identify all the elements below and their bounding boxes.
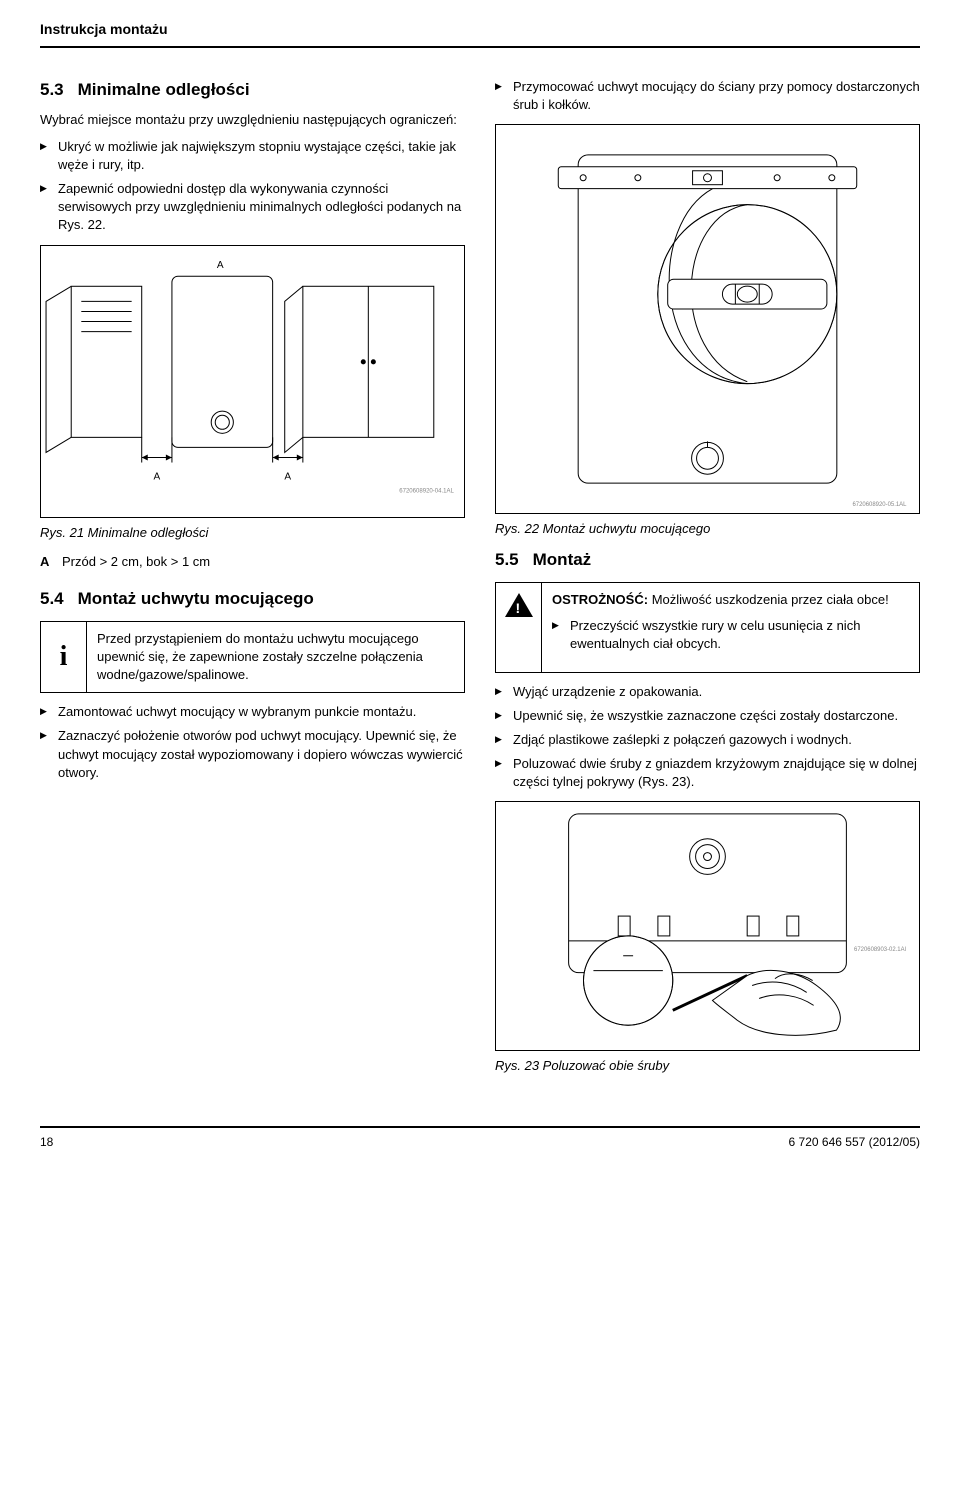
list-item: Przymocować uchwyt mocujący do ściany pr…: [495, 78, 920, 114]
section-5-3-title: Minimalne odległości: [78, 80, 250, 99]
list-item: Przeczyścić wszystkie rury w celu usunię…: [552, 617, 909, 653]
list-item: Poluzować dwie śruby z gniazdem krzyżowy…: [495, 755, 920, 791]
section-5-5-heading: 5.5 Montaż: [495, 548, 920, 572]
svg-text:A: A: [153, 471, 160, 482]
figure-22-code: 6720608920-05.1AL: [853, 502, 908, 508]
doc-number: 6 720 646 557 (2012/05): [789, 1134, 920, 1151]
header-title: Instrukcja montażu: [40, 21, 168, 37]
warning-box: OSTROŻNOŚĆ: Możliwość uszkodzenia przez …: [495, 582, 920, 673]
warning-list: Przeczyścić wszystkie rury w celu usunię…: [552, 617, 909, 653]
page-footer: 18 6 720 646 557 (2012/05): [40, 1126, 920, 1151]
figure-21-code: 6720608920-04.1AL: [399, 488, 454, 494]
info-box: i Przed przystąpieniem do montażu uchwyt…: [40, 621, 465, 694]
section-5-3-intro: Wybrać miejsce montażu przy uwzględnieni…: [40, 111, 465, 129]
section-5-3-heading: 5.3 Minimalne odległości: [40, 78, 465, 102]
main-columns: 5.3 Minimalne odległości Wybrać miejsce m…: [40, 78, 920, 1086]
section-5-4-list: Zamontować uchwyt mocujący w wybranym pu…: [40, 703, 465, 782]
list-item: Zamontować uchwyt mocujący w wybranym pu…: [40, 703, 465, 721]
page-number: 18: [40, 1134, 53, 1151]
figure-22-svg: 6720608920-05.1AL: [496, 125, 919, 513]
list-item: Wyjąć urządzenie z opakowania.: [495, 683, 920, 701]
left-column: 5.3 Minimalne odległości Wybrać miejsce m…: [40, 78, 465, 1086]
right-top-list: Przymocować uchwyt mocujący do ściany pr…: [495, 78, 920, 114]
section-5-5-title: Montaż: [533, 550, 592, 569]
warning-text: Możliwość uszkodzenia przez ciała obce!: [652, 592, 889, 607]
section-5-4-number: 5.4: [40, 589, 64, 608]
figure-23-caption: Rys. 23 Poluzować obie śruby: [495, 1057, 920, 1075]
section-5-5-list: Wyjąć urządzenie z opakowania. Upewnić s…: [495, 683, 920, 792]
warning-content: OSTROŻNOŚĆ: Możliwość uszkodzenia przez …: [542, 583, 919, 672]
figure-23-svg: 6720608903-02.1Al: [496, 802, 919, 1050]
figure-21-key-label: A: [40, 553, 62, 571]
list-item: Ukryć w możliwie jak największym stopniu…: [40, 138, 465, 174]
info-icon: i: [41, 622, 87, 693]
page-header: Instrukcja montażu: [40, 20, 920, 48]
figure-21-svg: A A A 6720608920-04.1AL: [41, 246, 464, 518]
section-5-3-number: 5.3: [40, 80, 64, 99]
section-5-4-title: Montaż uchwytu mocującego: [78, 589, 314, 608]
svg-text:A: A: [284, 471, 291, 482]
warning-title: OSTROŻNOŚĆ:: [552, 592, 648, 607]
section-5-5-number: 5.5: [495, 550, 519, 569]
svg-text:A: A: [217, 260, 224, 271]
right-column: Przymocować uchwyt mocujący do ściany pr…: [495, 78, 920, 1086]
figure-21-key: APrzód > 2 cm, bok > 1 cm: [40, 553, 465, 571]
section-5-3-list: Ukryć w możliwie jak największym stopniu…: [40, 138, 465, 235]
figure-21-caption: Rys. 21 Minimalne odległości: [40, 524, 465, 542]
figure-22-caption: Rys. 22 Montaż uchwytu mocującego: [495, 520, 920, 538]
warning-icon: [496, 583, 542, 672]
figure-22: 6720608920-05.1AL: [495, 124, 920, 514]
info-text: Przed przystąpieniem do montażu uchwytu …: [87, 622, 464, 693]
figure-21-key-text: Przód > 2 cm, bok > 1 cm: [62, 554, 210, 569]
warning-heading: OSTROŻNOŚĆ: Możliwość uszkodzenia przez …: [552, 591, 909, 609]
list-item: Upewnić się, że wszystkie zaznaczone czę…: [495, 707, 920, 725]
figure-21: A A A 6720608920-04.1AL: [40, 245, 465, 519]
list-item: Zdjąć plastikowe zaślepki z połączeń gaz…: [495, 731, 920, 749]
section-5-4-heading: 5.4 Montaż uchwytu mocującego: [40, 587, 465, 611]
list-item: Zaznaczyć położenie otworów pod uchwyt m…: [40, 727, 465, 782]
figure-23: 6720608903-02.1Al: [495, 801, 920, 1051]
list-item: Zapewnić odpowiedni dostęp dla wykonywan…: [40, 180, 465, 235]
figure-23-code: 6720608903-02.1Al: [854, 947, 906, 953]
